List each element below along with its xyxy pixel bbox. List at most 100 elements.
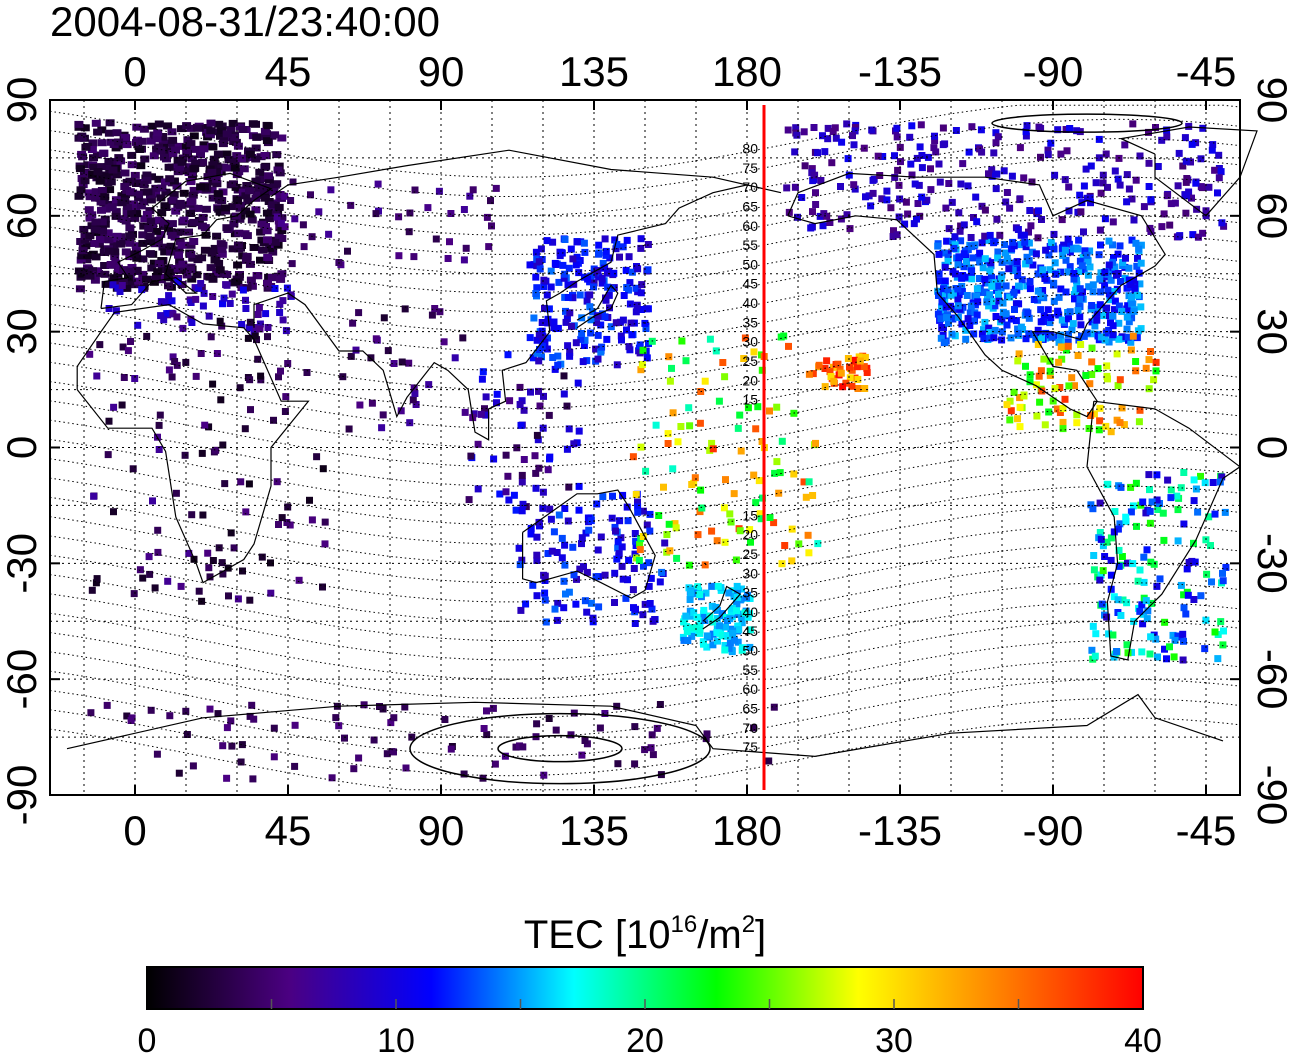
tec-point-east-asia [533,349,541,357]
tec-point-hawaii [854,385,862,392]
tec-point-europe [80,124,90,132]
tec-point-africa [198,449,206,457]
tec-point-pacific-equator [674,438,682,446]
tec-point-europe [233,261,243,269]
tec-point-canada-alaska [896,143,904,151]
tec-point-south-america [1208,578,1215,586]
tec-point-europe [259,175,269,182]
tec-point-north-america [1070,270,1078,277]
tec-point-canada-alaska [1179,162,1187,170]
mlat-label: 60 [742,681,758,697]
tec-point-europe [112,129,122,137]
lon-tick-label-bottom: 135 [559,807,629,854]
tec-point-north-america [948,330,956,338]
tec-point-australia [634,508,642,516]
tec-point-europe [251,194,261,202]
tec-point-canada-alaska [837,183,844,190]
tec-point-europe-south [276,309,284,316]
tec-point-east-asia [618,336,625,344]
tec-point-africa [241,425,249,433]
tec-point-north-america [939,292,947,299]
tec-point-hawaii [826,368,834,376]
tec-point-russia [287,197,295,204]
tec-point-australia [614,544,622,552]
tec-point-canada-alaska [792,124,800,132]
tec-point-east-asia [562,318,570,326]
colorbar-tick-label: 0 [138,1022,157,1057]
tec-point-antarctic [214,710,222,718]
tec-point-europe [208,275,218,283]
tec-point-east-asia [561,293,569,301]
tec-point-africa [270,416,277,424]
tec-point-europe [214,120,224,128]
tec-point-south-america [1140,610,1148,618]
tec-point-russia [444,255,452,262]
tec-point-europe [203,173,213,181]
lon-tick-label-bottom: 90 [418,807,465,854]
tec-point-north-america [1096,275,1104,283]
tec-point-hawaii [839,383,847,391]
tec-point-south-america [1110,528,1118,536]
tec-point-europe [216,132,225,140]
tec-point-europe [242,182,252,189]
tec-point-south-america [1205,513,1213,521]
tec-point-australia [542,618,550,626]
tec-point-europe [82,256,92,264]
tec-point-africa [151,584,159,592]
tec-point-central-america [1120,421,1128,429]
tec-point-europe-south [200,289,208,297]
tec-point-se-asia [467,452,475,460]
tec-point-canada-alaska [814,149,821,157]
tec-point-africa [93,575,101,583]
tec-point-india [425,381,433,389]
tec-point-africa [173,313,181,321]
tec-point-europe [268,248,278,256]
tec-point-north-america [1136,280,1144,288]
tec-point-east-asia [598,343,606,351]
tec-point-europe [90,226,100,234]
tec-point-europe [149,259,159,267]
mlat-label: 35 [742,314,758,330]
tec-point-australia [578,540,585,548]
tec-point-canada-alaska [918,152,926,159]
tec-point-australia [601,571,609,579]
tec-point-europe-south [163,310,171,318]
lon-tick-label-top: -135 [858,48,942,95]
tec-point-europe [151,184,161,192]
tec-point-europe [274,233,284,241]
tec-point-canada-alaska [1099,179,1107,187]
tec-point-hawaii [823,357,831,365]
tec-point-se-asia [518,397,526,405]
tec-point-central-america [1071,382,1078,390]
tec-point-north-america [1018,276,1026,284]
tec-point-africa [251,332,259,340]
tec-point-north-america [1134,291,1142,299]
tec-point-europe-south [205,312,213,320]
tec-point-north-america [1029,261,1037,269]
tec-point-pacific-equator [642,467,650,475]
tec-point-south-america [1182,610,1190,618]
tec-point-europe [85,272,95,280]
tec-point-east-asia [598,279,606,287]
tec-point-russia [466,192,474,200]
tec-point-india [431,305,439,312]
tec-point-africa [197,350,205,357]
tec-point-europe [132,266,142,274]
tec-point-canada-alaska [883,196,891,204]
tec-point-east-asia [597,321,605,329]
tec-point-europe [117,215,127,223]
tec-point-africa [267,559,274,567]
tec-point-australia [646,510,654,518]
tec-point-east-asia [547,267,555,275]
tec-point-pacific-equator [752,499,760,507]
tec-point-south-america [1089,505,1097,513]
tec-point-south-america [1191,558,1199,566]
tec-point-india [461,408,469,416]
tec-point-pacific-equator [708,527,716,535]
tec-point-europe-south [219,300,226,308]
tec-point-north-america [984,236,992,244]
tec-point-new-zealand [696,621,704,629]
tec-point-north-america [1029,331,1037,339]
tec-point-australia [609,492,616,500]
tec-point-pacific-equator [755,477,763,485]
